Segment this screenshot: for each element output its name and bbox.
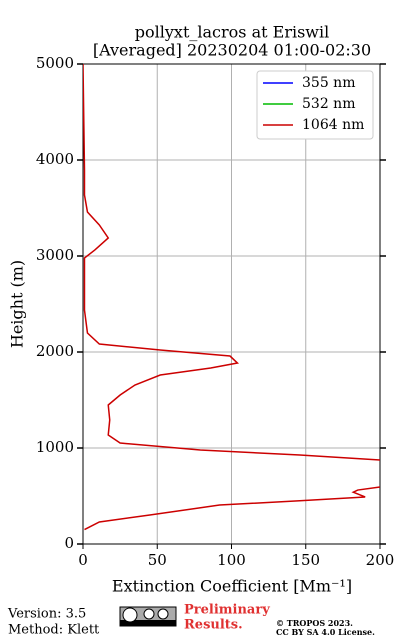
cc-badge xyxy=(119,606,177,627)
version: Version: 3.5 xyxy=(7,607,86,622)
y-tick-label: 3000 xyxy=(36,246,74,264)
plot-area xyxy=(83,64,380,531)
x-tick-label: 200 xyxy=(366,551,395,569)
chart-title: pollyxt_lacros at Eriswil xyxy=(135,23,329,42)
legend-box xyxy=(256,70,374,140)
plot-frame xyxy=(82,63,381,545)
method: Method: Klett xyxy=(8,623,100,638)
preliminary: Preliminary xyxy=(184,603,270,618)
legend-label: 532 nm xyxy=(302,96,355,112)
y-tick-label: 0 xyxy=(64,534,74,552)
y-tick-label: 5000 xyxy=(36,54,74,72)
x-tick-label: 150 xyxy=(291,551,320,569)
y-tick-label: 2000 xyxy=(36,342,74,360)
legend-label: 355 nm xyxy=(302,75,355,91)
license: CC BY SA 4.0 License. xyxy=(276,627,375,637)
y-tick-label: 1000 xyxy=(36,438,74,456)
y-tick-label: 4000 xyxy=(36,150,74,168)
x-tick-label: 50 xyxy=(148,551,167,569)
results: Results. xyxy=(184,618,243,633)
chart-subtitle: [Averaged] 20230204 01:00-02:30 xyxy=(93,41,371,60)
x-tick-label: 100 xyxy=(217,551,246,569)
copyright: © TROPOS 2023. xyxy=(276,618,353,628)
legend-label: 1064 nm xyxy=(302,117,364,133)
x-axis-label: Extinction Coefficient [Mm⁻¹] xyxy=(112,577,352,596)
profile-line xyxy=(83,64,380,531)
y-axis-label: Height (m) xyxy=(8,260,27,348)
x-tick-label: 0 xyxy=(78,551,88,569)
